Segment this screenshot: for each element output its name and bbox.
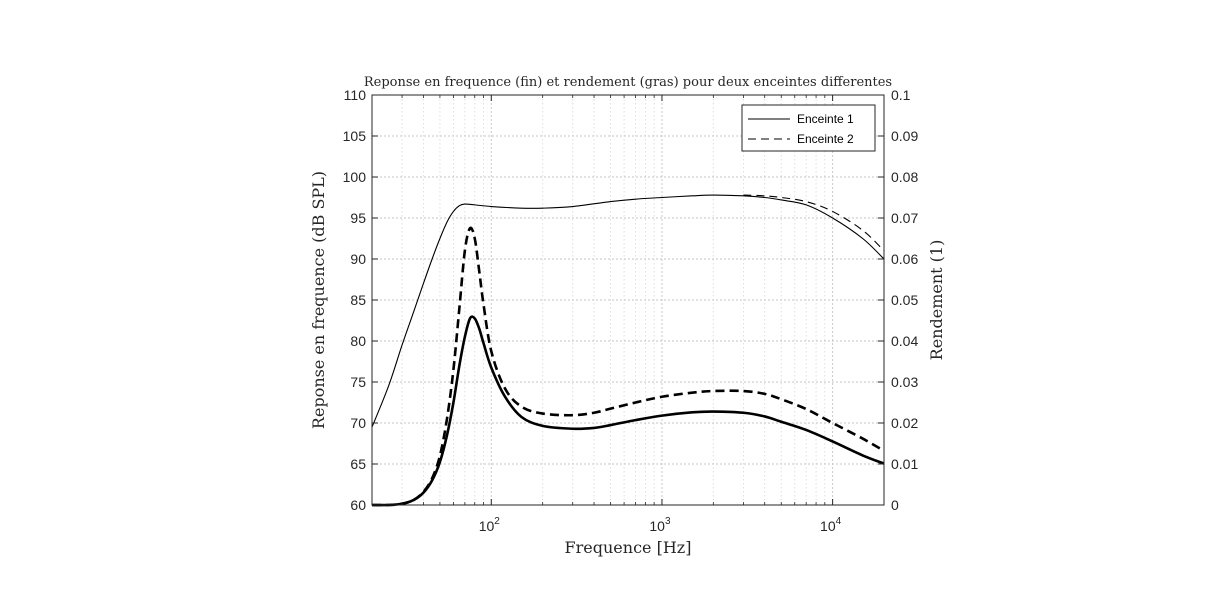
y-left-tick-label: 60: [350, 497, 366, 513]
y-left-tick-label: 65: [350, 456, 366, 472]
x-tick-label: 104: [820, 516, 842, 534]
x-axis-tick-labels: 102 103 104: [479, 516, 842, 534]
y-right-tick-label: 0.08: [891, 169, 918, 185]
y-left-tick-label: 105: [343, 128, 367, 144]
y-right-tick-label: 0.1: [891, 87, 911, 103]
y-right-tick-label: 0.03: [891, 374, 918, 390]
y-right-tick-label: 0.05: [891, 292, 918, 308]
y-axis-label-left: Reponse en frequence (dB SPL): [309, 171, 328, 429]
x-tick-label: 103: [649, 516, 671, 534]
legend-box: [741, 104, 876, 152]
series-line-enceinte-1-left: [371, 194, 885, 428]
y-left-tick-label: 95: [350, 210, 366, 226]
y-right-tick-label: 0.07: [891, 210, 918, 226]
y-axis-label-right: Rendement (1): [927, 240, 946, 361]
y-right-tick-label: 0.04: [891, 333, 918, 349]
y-left-tick-label: 90: [350, 251, 366, 267]
series-line-enceinte-2-right: [371, 226, 885, 507]
x-tick-label: 102: [479, 516, 501, 534]
legend-label-enceinte-2: Enceinte 2: [797, 132, 854, 146]
grid: [371, 95, 885, 505]
legend-label-enceinte-1: Enceinte 1: [797, 112, 854, 126]
y-right-tick-label: 0: [891, 497, 899, 513]
y-right-tick-label: 0.06: [891, 251, 918, 267]
chart-title: Reponse en frequence (fin) et rendement …: [364, 75, 892, 90]
series-group: [371, 194, 885, 507]
right-axis-tick-labels: 0 0.01 0.02 0.03 0.04 0.05 0.06 0.07 0.08 0.09 0.1: [891, 87, 918, 513]
legend: Enceinte 1 Enceinte 2: [741, 104, 876, 152]
y-left-tick-label: 80: [350, 333, 366, 349]
x-axis-label: Frequence [Hz]: [565, 538, 692, 557]
y-left-tick-label: 110: [344, 87, 367, 103]
left-axis-tick-labels: 60 65 70 75 80 85 90 95 100 105 110: [343, 87, 367, 513]
y-left-tick-label: 100: [343, 169, 367, 185]
y-left-tick-label: 75: [350, 374, 366, 390]
tick-marks: [371, 94, 885, 506]
y-left-tick-label: 85: [350, 292, 366, 308]
y-left-tick-label: 70: [350, 415, 366, 431]
y-right-tick-label: 0.02: [891, 415, 918, 431]
y-right-tick-label: 0.01: [891, 456, 918, 472]
y-right-tick-label: 0.09: [891, 128, 918, 144]
